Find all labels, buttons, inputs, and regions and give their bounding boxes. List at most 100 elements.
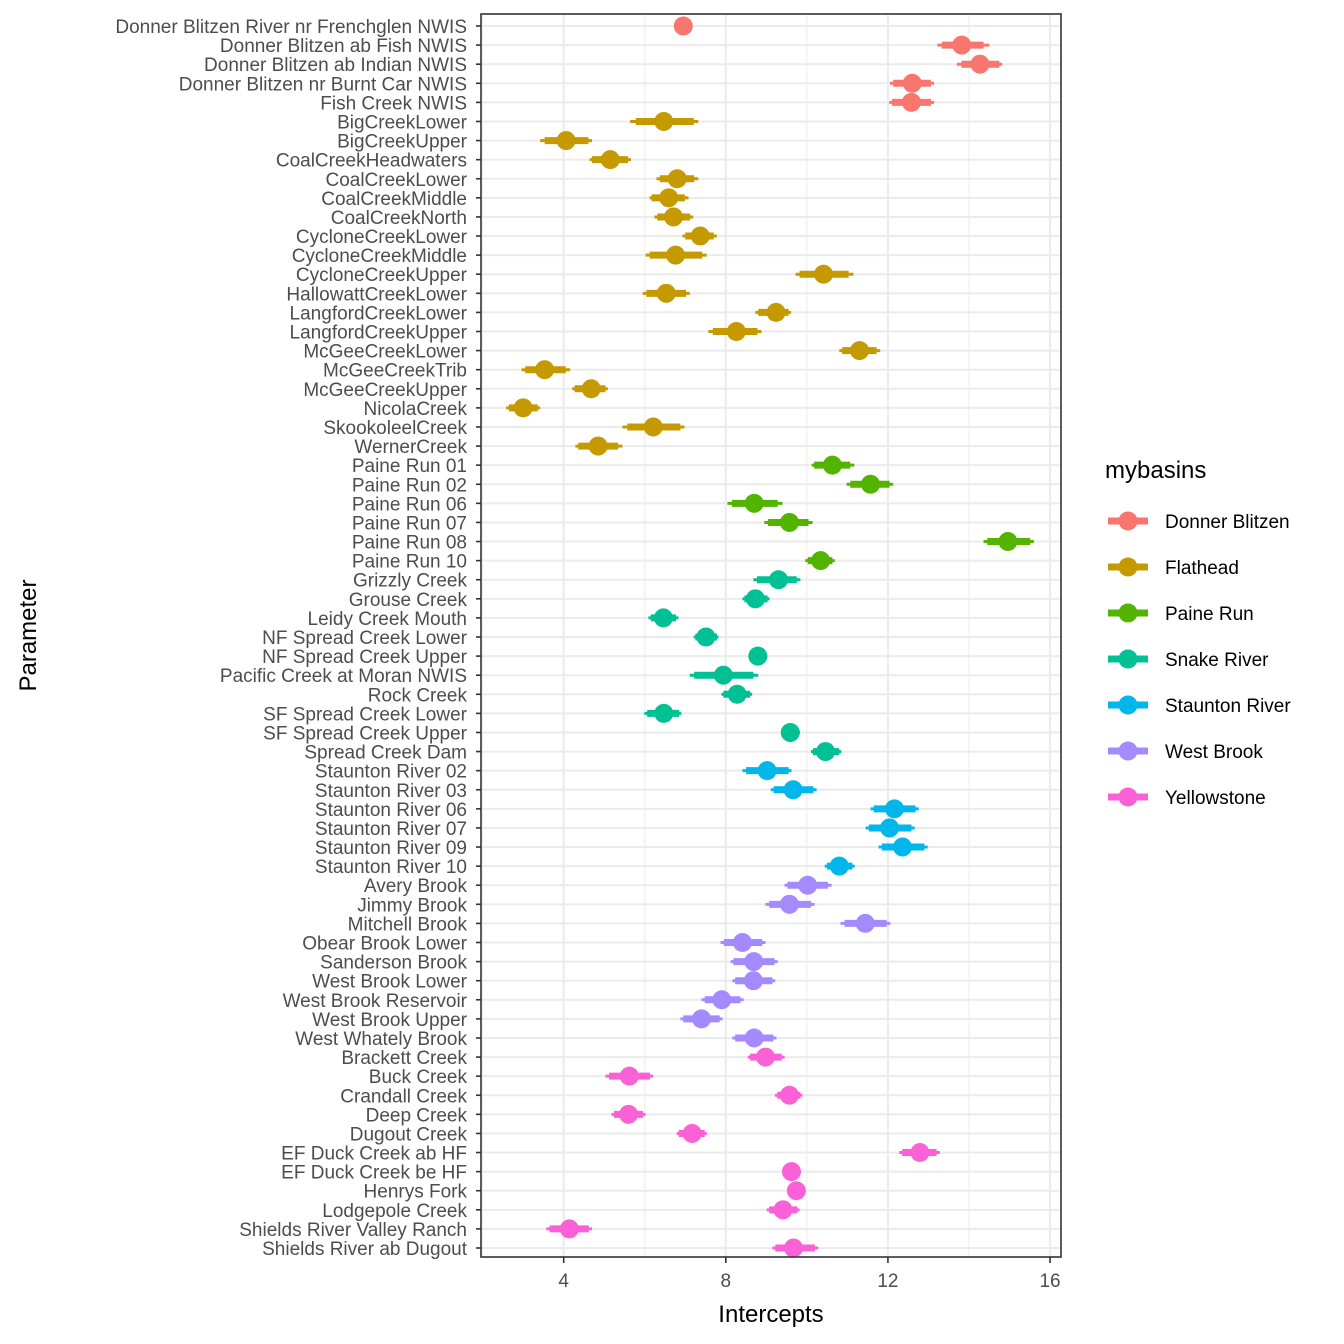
point-interval <box>810 742 842 762</box>
y-tick-label: Staunton River 02 <box>315 762 467 783</box>
point-interval <box>506 398 541 418</box>
point-estimate <box>910 1143 930 1163</box>
point-interval <box>630 111 699 131</box>
y-tick-label: NF Spread Creek Upper <box>262 647 468 668</box>
point-interval <box>747 1047 785 1067</box>
point-estimate <box>766 302 786 322</box>
point-estimate <box>581 379 601 399</box>
x-tick-label: 12 <box>877 1271 898 1292</box>
point-interval <box>772 1238 819 1258</box>
point-interval <box>786 1181 806 1201</box>
point-estimate <box>726 322 746 341</box>
y-tick-label: Staunton River 03 <box>315 781 467 802</box>
y-tick-label: Avery Brook <box>364 876 468 897</box>
y-tick-label: HallowattCreekLower <box>286 284 467 305</box>
y-tick-label: Paine Run 10 <box>352 552 467 573</box>
y-tick-label: West Brook Reservoir <box>283 991 468 1012</box>
y-tick-label: Grizzly Creek <box>353 571 468 592</box>
point-estimate <box>535 360 555 380</box>
y-tick-label: EF Duck Creek ab HF <box>281 1144 467 1165</box>
point-estimate <box>850 341 870 361</box>
point-estimate <box>682 1123 702 1143</box>
point-estimate <box>893 837 913 857</box>
point-estimate <box>970 54 990 74</box>
point-interval <box>645 245 707 265</box>
point-interval <box>824 856 855 876</box>
y-tick-label: Crandall Creek <box>340 1086 467 1107</box>
point-estimate <box>667 169 687 189</box>
point-interval <box>780 722 800 742</box>
y-tick-label: Leidy Creek Mouth <box>308 609 467 630</box>
point-estimate <box>880 818 900 838</box>
point-estimate <box>559 1219 579 1239</box>
legend-label: Yellowstone <box>1165 788 1266 809</box>
y-tick-label: LangfordCreekUpper <box>290 323 468 344</box>
point-estimate <box>619 1104 639 1124</box>
point-interval <box>648 608 679 628</box>
point-interval <box>878 837 928 857</box>
y-tick-label: Brackett Creek <box>341 1048 467 1069</box>
point-estimate <box>779 1085 799 1105</box>
point-estimate <box>654 111 674 131</box>
point-interval <box>693 627 719 647</box>
y-tick-label: NF Spread Creek Lower <box>262 628 468 649</box>
point-interval <box>811 455 855 475</box>
point-estimate <box>748 646 768 666</box>
point-interval <box>673 16 693 36</box>
point-interval <box>764 512 813 532</box>
y-tick-label: Grouse Creek <box>349 590 468 611</box>
legend-key-point <box>1118 649 1138 669</box>
y-tick-label: Jimmy Brook <box>357 895 467 916</box>
point-interval <box>589 150 631 170</box>
point-interval <box>784 875 832 895</box>
point-estimate <box>811 551 831 571</box>
y-tick-label: Donner Blitzen River nr Frenchglen NWIS <box>115 17 467 38</box>
point-estimate <box>822 455 842 475</box>
legend-item: Snake River <box>1108 649 1269 671</box>
point-estimate <box>744 493 764 513</box>
y-tick-label: Dugout Creek <box>350 1124 468 1145</box>
point-interval <box>766 1200 800 1220</box>
point-interval <box>654 207 694 227</box>
point-interval <box>774 1085 803 1105</box>
point-interval <box>656 169 699 189</box>
point-estimate <box>861 474 881 494</box>
y-tick-label: Fish Creek NWIS <box>320 93 467 114</box>
point-estimate <box>757 761 777 781</box>
point-interval <box>781 1162 801 1182</box>
point-estimate <box>780 722 800 742</box>
point-estimate <box>732 933 752 952</box>
point-estimate <box>712 990 732 1010</box>
point-interval <box>701 990 744 1010</box>
x-tick-label: 8 <box>721 1271 732 1292</box>
y-tick-label: Sanderson Brook <box>320 953 467 974</box>
legend-item: Donner Blitzen <box>1108 511 1290 533</box>
point-interval <box>899 1143 940 1163</box>
point-estimate <box>768 570 788 590</box>
point-interval <box>605 1066 654 1086</box>
legend-key-point <box>1118 695 1138 715</box>
legend: mybasins Donner Blitzen Flathead Paine Run… <box>1105 457 1291 809</box>
legend-key-point <box>1118 557 1138 577</box>
point-estimate <box>656 283 676 303</box>
y-tick-label: Staunton River 10 <box>315 857 467 878</box>
point-interval <box>805 551 835 571</box>
legend-label: Snake River <box>1165 650 1269 671</box>
point-estimate <box>588 436 608 456</box>
y-tick-label: SF Spread Creek Lower <box>263 704 467 725</box>
point-estimate <box>855 913 875 933</box>
point-interval <box>742 589 770 609</box>
point-interval <box>708 322 762 341</box>
point-estimate <box>884 799 904 819</box>
point-interval <box>937 35 990 55</box>
y-tick-label: Paine Run 07 <box>352 513 467 534</box>
legend-key-point <box>1118 603 1138 623</box>
point-estimate <box>829 856 849 876</box>
plot-panel-border <box>480 13 1062 1258</box>
x-tick-label: 4 <box>558 1271 569 1292</box>
legend-item: Staunton River <box>1108 695 1291 717</box>
point-interval <box>649 188 689 208</box>
legend-label: Donner Blitzen <box>1165 512 1290 533</box>
legend-label: Paine Run <box>1165 604 1254 625</box>
